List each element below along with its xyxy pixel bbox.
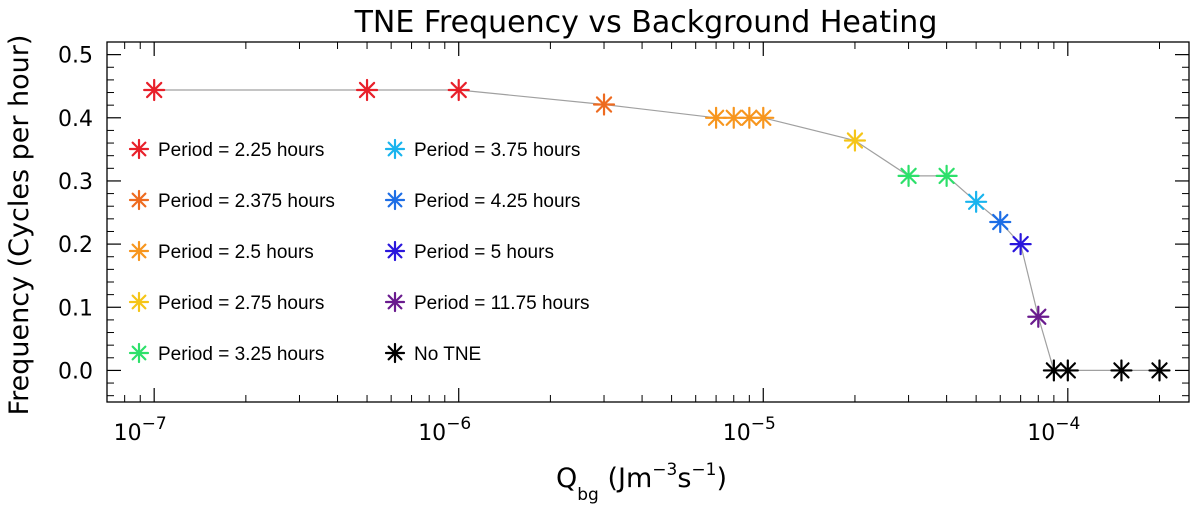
data-point xyxy=(1027,305,1050,328)
data-point xyxy=(965,190,988,213)
plot-border xyxy=(106,41,1190,403)
y-tick-label: 0.5 xyxy=(58,44,93,69)
y-axis: 0.0 0.1 0.2 0.3 0.4 0.5 xyxy=(58,44,1189,397)
data-point xyxy=(738,106,761,129)
y-tick-label: 0.4 xyxy=(58,107,93,132)
y-tick-label: 0.3 xyxy=(58,170,93,195)
series-connector-line xyxy=(154,89,1160,371)
x-tick-exponent: −6 xyxy=(446,414,471,434)
data-point xyxy=(447,78,470,102)
x-axis-label-unit-close: ) xyxy=(716,463,727,494)
x-tick-base: 10 xyxy=(114,421,142,446)
legend-label: Period = 3.75 hours xyxy=(414,140,580,161)
legend-label: Period = 4.25 hours xyxy=(414,191,580,212)
y-tick-label: 0.1 xyxy=(58,296,93,321)
x-tick-label: 10−7 xyxy=(114,414,167,446)
x-tick-label: 10−5 xyxy=(723,414,776,446)
x-axis-label-unit-mid: s xyxy=(677,463,691,494)
x-axis-label: Qbg (Jm−3s−1) xyxy=(556,460,727,505)
legend-label: No TNE xyxy=(414,344,481,365)
data-point xyxy=(935,164,958,187)
legend-label: Period = 2.375 hours xyxy=(158,191,335,212)
x-axis-label-unit-open: (Jm xyxy=(599,463,652,494)
y-axis-label: Frequency (Cycles per hour) xyxy=(4,35,35,416)
legend-marker xyxy=(128,240,150,262)
data-point xyxy=(1110,359,1133,382)
data-point xyxy=(143,78,166,102)
legend-label: Period = 2.75 hours xyxy=(158,293,324,314)
data-point xyxy=(355,78,379,102)
x-tick-base: 10 xyxy=(723,421,751,446)
legend-marker xyxy=(128,138,150,160)
data-point xyxy=(1148,359,1171,382)
x-axis-label-exp1: −3 xyxy=(652,460,677,480)
x-axis: 10−7 10−6 10−5 10−4 xyxy=(114,42,1080,446)
data-point xyxy=(592,93,616,116)
x-axis-label-exp2: −1 xyxy=(691,460,716,480)
legend-label: Period = 11.75 hours xyxy=(414,293,590,314)
chart-title: TNE Frequency vs Background Heating xyxy=(354,5,938,40)
legend-marker xyxy=(384,189,406,211)
plot-frame xyxy=(106,41,1190,403)
legend-label: Period = 3.25 hours xyxy=(158,344,324,365)
y-tick-label: 0.0 xyxy=(58,359,93,384)
x-tick-base: 10 xyxy=(418,421,446,446)
data-point xyxy=(704,106,728,129)
legend-marker xyxy=(384,291,406,313)
x-tick-exponent: −5 xyxy=(751,414,776,434)
legend-label: Period = 5 hours xyxy=(414,242,554,263)
x-tick-base: 10 xyxy=(1027,421,1055,446)
x-tick-label: 10−6 xyxy=(418,414,471,446)
data-point xyxy=(1056,359,1079,382)
x-tick-exponent: −4 xyxy=(1055,414,1080,434)
x-axis-label-main: Q xyxy=(556,463,577,494)
y-tick-label: 0.2 xyxy=(58,233,93,258)
legend-marker xyxy=(128,189,150,211)
data-markers xyxy=(143,78,1171,382)
data-point xyxy=(752,106,775,129)
data-point xyxy=(989,210,1012,234)
legend-label: Period = 2.5 hours xyxy=(158,242,314,263)
data-point xyxy=(843,129,867,152)
data-point xyxy=(1009,233,1032,256)
legend-marker xyxy=(128,342,150,364)
legend: Period = 2.25 hours Period = 2.375 hours P… xyxy=(128,138,590,365)
x-tick-label: 10−4 xyxy=(1027,414,1080,446)
legend-label: Period = 2.25 hours xyxy=(158,140,324,161)
x-axis-label-subscript: bg xyxy=(577,485,599,505)
legend-marker xyxy=(384,342,406,364)
x-tick-exponent: −7 xyxy=(142,414,167,434)
legend-marker xyxy=(384,240,406,262)
legend-marker xyxy=(128,291,150,313)
legend-marker xyxy=(384,138,406,160)
x-minor-ticks xyxy=(106,42,1160,402)
data-point xyxy=(897,164,920,187)
